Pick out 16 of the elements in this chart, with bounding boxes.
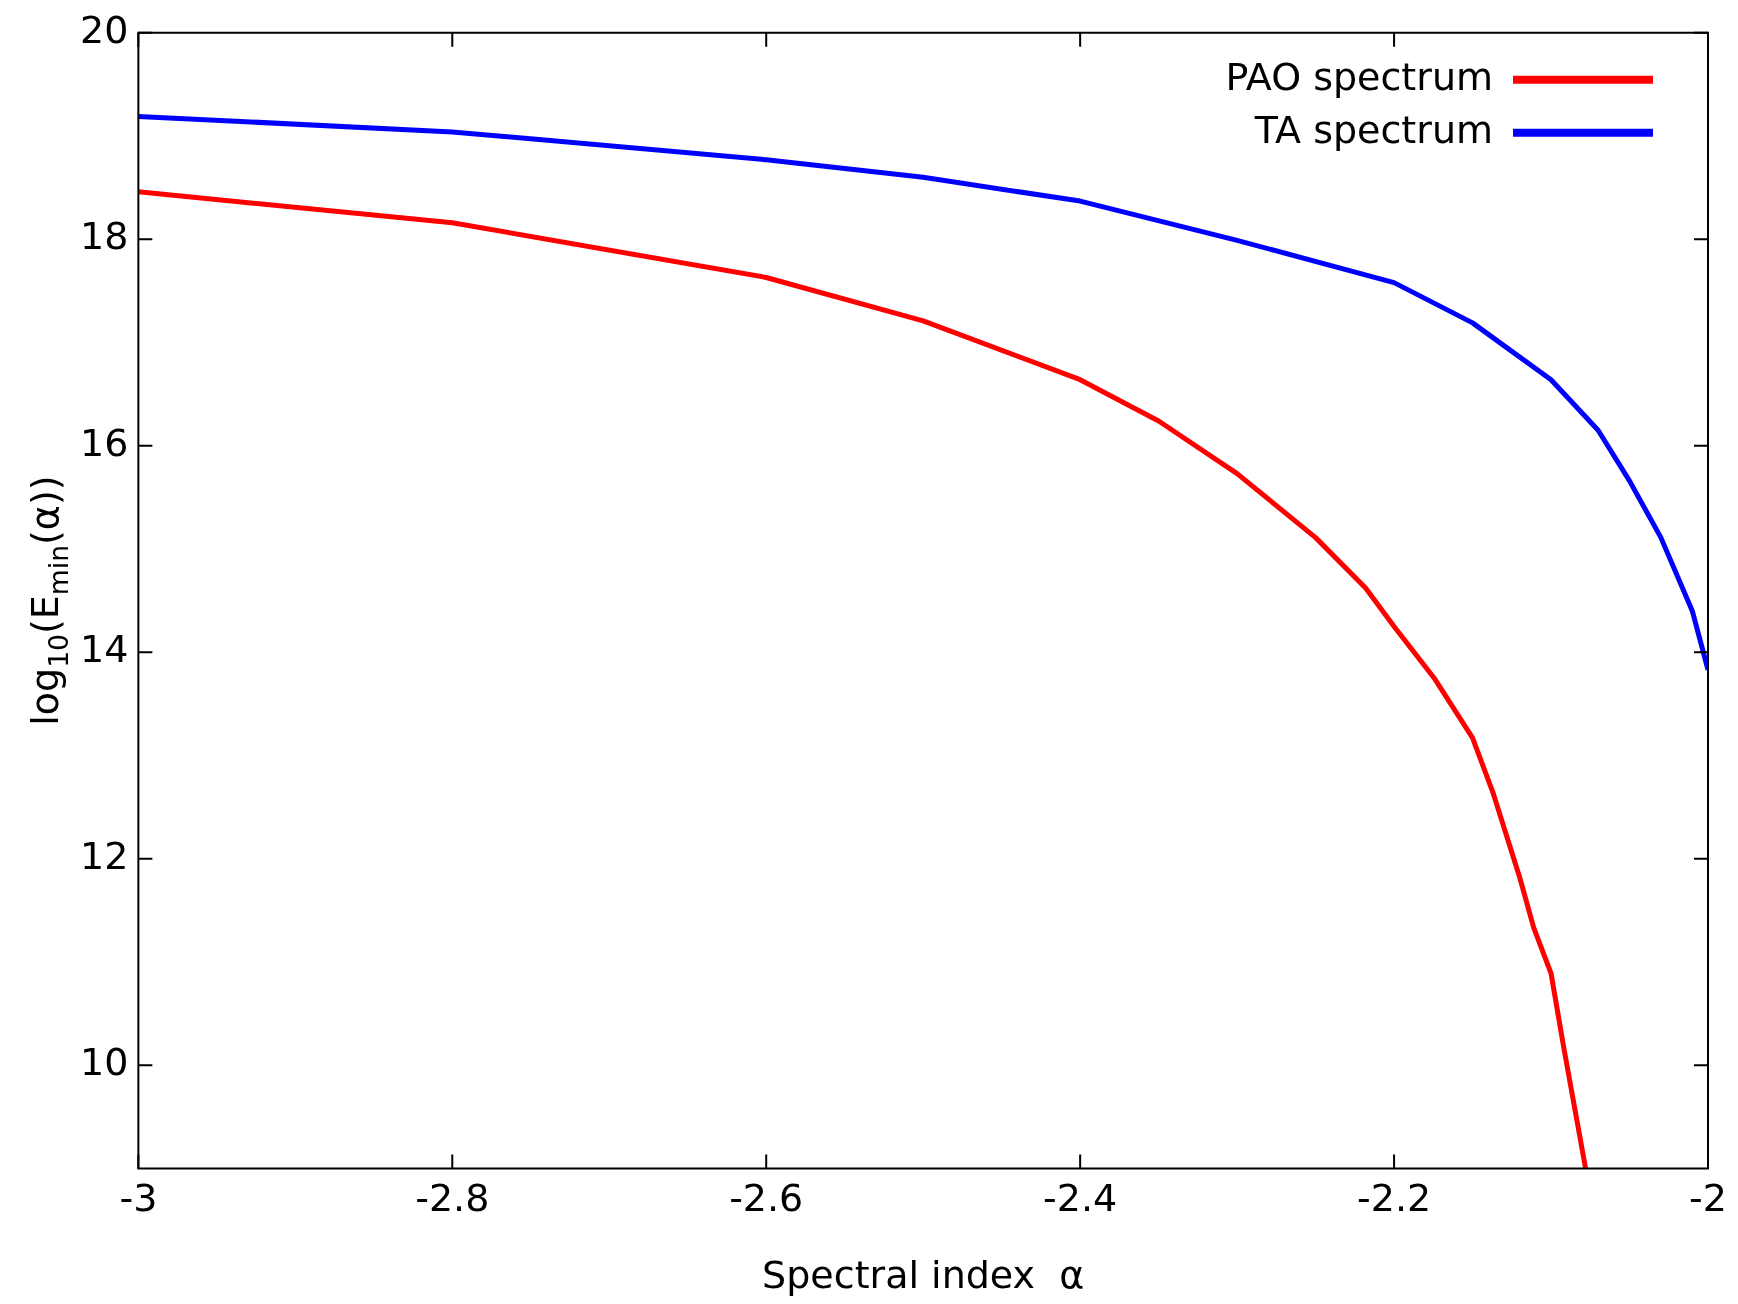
y-tick-label: 14 [79,627,129,672]
x-tick-label: -2.2 [1356,1176,1432,1221]
x-tick-label: -2.4 [1043,1176,1118,1221]
y-tick-label: 16 [79,420,129,465]
y-tick-label: 20 [79,7,129,52]
x-tick-label: -3 [119,1176,158,1221]
y-tick-label: 18 [79,214,129,259]
legend-label: TA spectrum [1253,107,1493,152]
x-tick-label: -2.8 [415,1176,490,1221]
x-tick-label: -2 [1689,1176,1727,1221]
x-axis-title: Spectral index α [762,1252,1085,1297]
y-tick-label: 10 [79,1040,129,1085]
x-tick-label: -2.6 [729,1176,804,1221]
y-axis-title: log10(Emin(α)) [22,475,75,726]
legend-label: PAO spectrum [1225,54,1493,99]
y-tick-label: 12 [79,833,129,878]
